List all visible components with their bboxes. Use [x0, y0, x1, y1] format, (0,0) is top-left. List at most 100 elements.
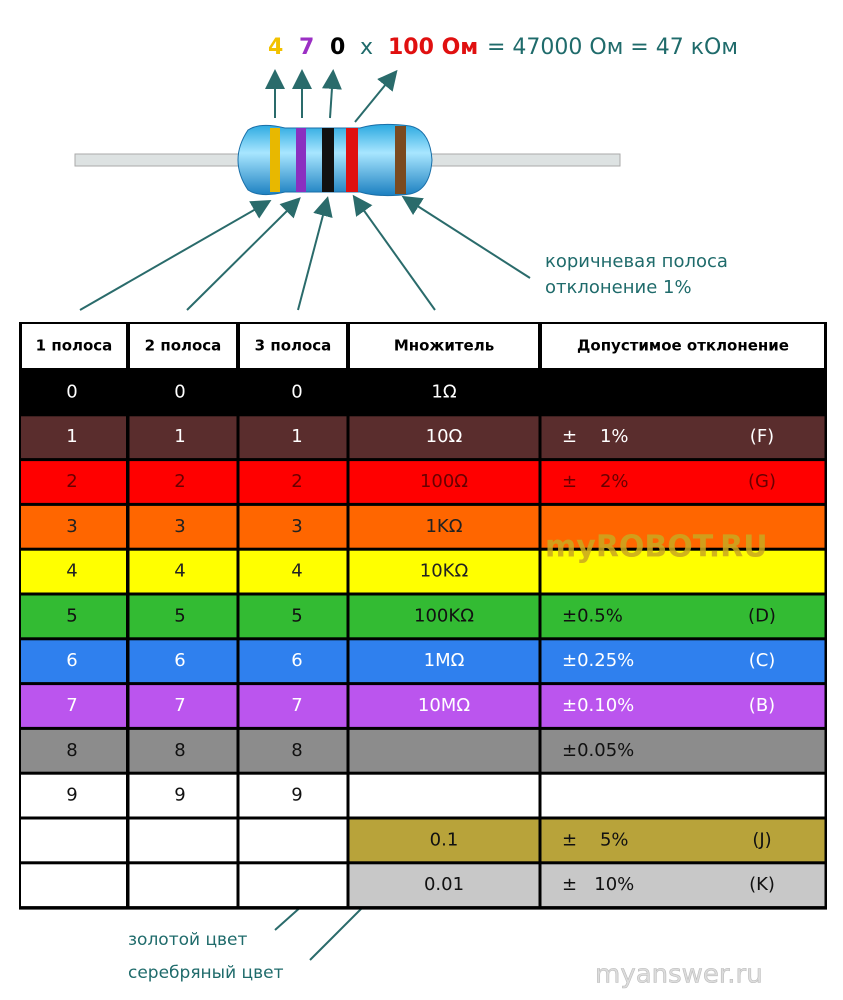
band-digit: 3	[174, 516, 185, 537]
band-digit: 1	[174, 426, 185, 447]
header-label: 3 полоса	[255, 337, 332, 355]
cell	[129, 371, 237, 414]
cell	[129, 729, 237, 772]
cell	[21, 819, 126, 862]
tolerance: ± 2%	[562, 471, 629, 492]
tolerance: ± 1%	[562, 426, 629, 447]
cell	[129, 819, 237, 862]
band-digit: 6	[174, 650, 185, 671]
cell	[21, 371, 126, 414]
tolerance-code: (C)	[749, 650, 776, 671]
cell	[21, 416, 126, 459]
cell	[129, 550, 237, 593]
band-digit: 8	[174, 740, 185, 761]
band-digit: 3	[66, 516, 77, 537]
band-digit: 5	[66, 605, 77, 626]
cell	[239, 550, 347, 593]
cell	[239, 819, 347, 862]
cell	[239, 729, 347, 772]
digit: 4	[268, 35, 283, 60]
band-digit: 0	[291, 381, 302, 402]
header-label: Множитель	[394, 337, 494, 355]
band-digit: 2	[66, 471, 77, 492]
watermark: myanswer.ru	[595, 960, 763, 990]
multiplier: 10Ω	[426, 426, 463, 447]
tolerance-code: (K)	[749, 874, 775, 895]
note: серебряный цвет	[128, 963, 284, 983]
cell	[21, 685, 126, 727]
cell	[541, 640, 825, 683]
cell	[21, 505, 126, 548]
cell	[21, 550, 126, 593]
band-digit: 5	[291, 605, 302, 626]
cell	[129, 774, 237, 817]
annotation: отклонение 1%	[545, 277, 692, 298]
cell	[129, 505, 237, 548]
header-cell	[240, 324, 346, 368]
cell	[239, 774, 347, 817]
tolerance: ±0.5%	[562, 605, 623, 626]
multiplier: 1Ω	[431, 381, 456, 402]
band-digit: 4	[66, 561, 77, 582]
band-digit: 4	[174, 561, 185, 582]
cell	[541, 774, 825, 817]
band-digit: 1	[291, 426, 302, 447]
multiplier: 0.01	[424, 874, 464, 895]
times: x	[360, 35, 373, 60]
cell	[21, 864, 126, 907]
resistor	[74, 123, 621, 197]
cell	[239, 416, 347, 459]
table: 1 полоса 2 полоса 3 полоса Множитель Допусти…	[19, 322, 827, 910]
cell	[239, 505, 347, 548]
tolerance-code: (B)	[749, 695, 775, 716]
cell	[349, 864, 539, 907]
header-cell	[542, 324, 824, 368]
annotation: коричневая полоса	[545, 251, 728, 272]
result: = 47000 Ом = 47 кОм	[487, 35, 738, 60]
cell	[129, 685, 237, 727]
tolerance-code: (G)	[748, 471, 776, 492]
cell	[21, 640, 126, 683]
tolerance-code: (F)	[750, 426, 774, 447]
tolerance: ± 10%	[562, 874, 634, 895]
cell	[349, 550, 539, 593]
cell	[541, 595, 825, 638]
multiplier: 10MΩ	[418, 695, 470, 716]
formula: 4 7 0 x 100 Ом = 47000 Ом = 47 кОм	[268, 35, 738, 60]
band-digit: 7	[174, 695, 185, 716]
tolerance: ±0.05%	[562, 740, 634, 761]
cell	[129, 595, 237, 638]
cell	[349, 461, 539, 503]
digit: 7	[299, 35, 314, 60]
band-digit: 9	[291, 785, 302, 806]
cell	[239, 461, 347, 503]
band-digit: 7	[66, 695, 77, 716]
cell	[21, 595, 126, 638]
cell	[129, 640, 237, 683]
multiplier: 100Ω	[420, 471, 468, 492]
cell	[239, 640, 347, 683]
cell	[349, 416, 539, 459]
cell	[541, 505, 825, 548]
cell	[239, 595, 347, 638]
multiplier: 100 Ом	[388, 35, 478, 60]
band-digit: 6	[291, 650, 302, 671]
multiplier: 100KΩ	[414, 605, 474, 626]
cell	[349, 729, 539, 772]
cell	[239, 864, 347, 907]
cell	[349, 685, 539, 727]
band-digit: 2	[291, 471, 302, 492]
band-digit: 3	[291, 516, 302, 537]
tolerance-code: (D)	[748, 605, 776, 626]
header-cell	[350, 324, 538, 368]
cell	[349, 505, 539, 548]
cell	[541, 461, 825, 503]
cell	[541, 685, 825, 727]
tolerance: ±0.10%	[562, 695, 634, 716]
band-digit: 7	[291, 695, 302, 716]
header-cell	[130, 324, 236, 368]
header-label: 2 полоса	[145, 337, 222, 355]
band-digit: 1	[66, 426, 77, 447]
cell	[541, 550, 825, 593]
